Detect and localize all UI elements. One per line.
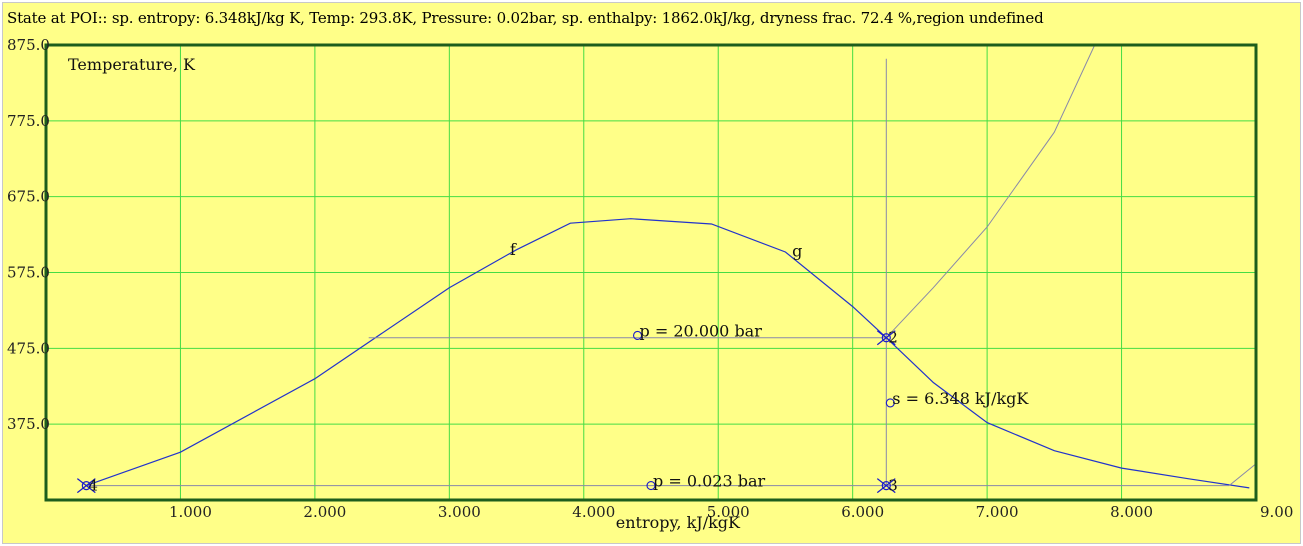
ts-diagram[interactable]: 875.0 775.0 675.0 575.0 475.0 375.0 1.000 2.000… <box>3 3 1300 543</box>
annotation-marker <box>633 330 643 340</box>
state-point-3 <box>876 478 896 494</box>
annotation-marker <box>885 398 895 408</box>
plot-content <box>86 45 1256 489</box>
x-tick-label: 3.000 <box>438 503 481 521</box>
y-tick-label: 675.0 <box>7 188 50 206</box>
y-tick-label: 575.0 <box>7 264 50 282</box>
x-tick-label: 4.000 <box>572 503 615 521</box>
state-point-circle <box>881 333 891 343</box>
x-tick-label: 5.000 <box>707 503 750 521</box>
state-point-cross <box>876 478 896 494</box>
series-isobar-high <box>368 45 1096 339</box>
x-tick-label: 2.000 <box>303 503 346 521</box>
grid <box>46 45 1256 500</box>
x-tick-label: 9.00 <box>1260 503 1293 521</box>
state-point-label: 3 <box>888 477 898 495</box>
annotation-label: s = 6.348 kJ/kgK <box>892 389 1029 408</box>
state-point-2 <box>876 330 896 346</box>
annotation-label: p = 20.000 bar <box>640 321 763 340</box>
state-point-label: 4 <box>88 477 98 495</box>
series-dome <box>86 218 1250 489</box>
state-point-label: 2 <box>888 329 898 347</box>
x-tick-label: 1.000 <box>169 503 212 521</box>
x-tick-label: 6.000 <box>841 503 884 521</box>
state-point-4 <box>76 478 96 494</box>
y-tick-label: 775.0 <box>7 112 50 130</box>
state-point-cross <box>76 478 96 494</box>
state-point-cross <box>876 330 896 346</box>
annotation-marker <box>646 481 656 491</box>
y-tick-label: 875.0 <box>7 36 50 54</box>
plot-frame <box>44 43 1258 502</box>
x-tick-label: 7.000 <box>976 503 1019 521</box>
state-point-circle <box>881 480 891 491</box>
annotation-label: f <box>510 240 517 259</box>
status-line: State at POI:: sp. entropy: 6.348kJ/kg K… <box>7 9 1044 27</box>
x-tick-label: 8.000 <box>1110 503 1153 521</box>
state-point-circle <box>81 480 91 491</box>
annotation-label: p = 0.023 bar <box>653 472 765 491</box>
series-isobar-low <box>86 463 1256 487</box>
x-axis-label: entropy, kJ/kgK <box>616 513 741 532</box>
annotation-label: g <box>792 242 802 261</box>
y-tick-label: 475.0 <box>7 339 50 357</box>
y-tick-label: 375.0 <box>7 415 50 433</box>
y-axis-label: Temperature, K <box>68 55 196 74</box>
